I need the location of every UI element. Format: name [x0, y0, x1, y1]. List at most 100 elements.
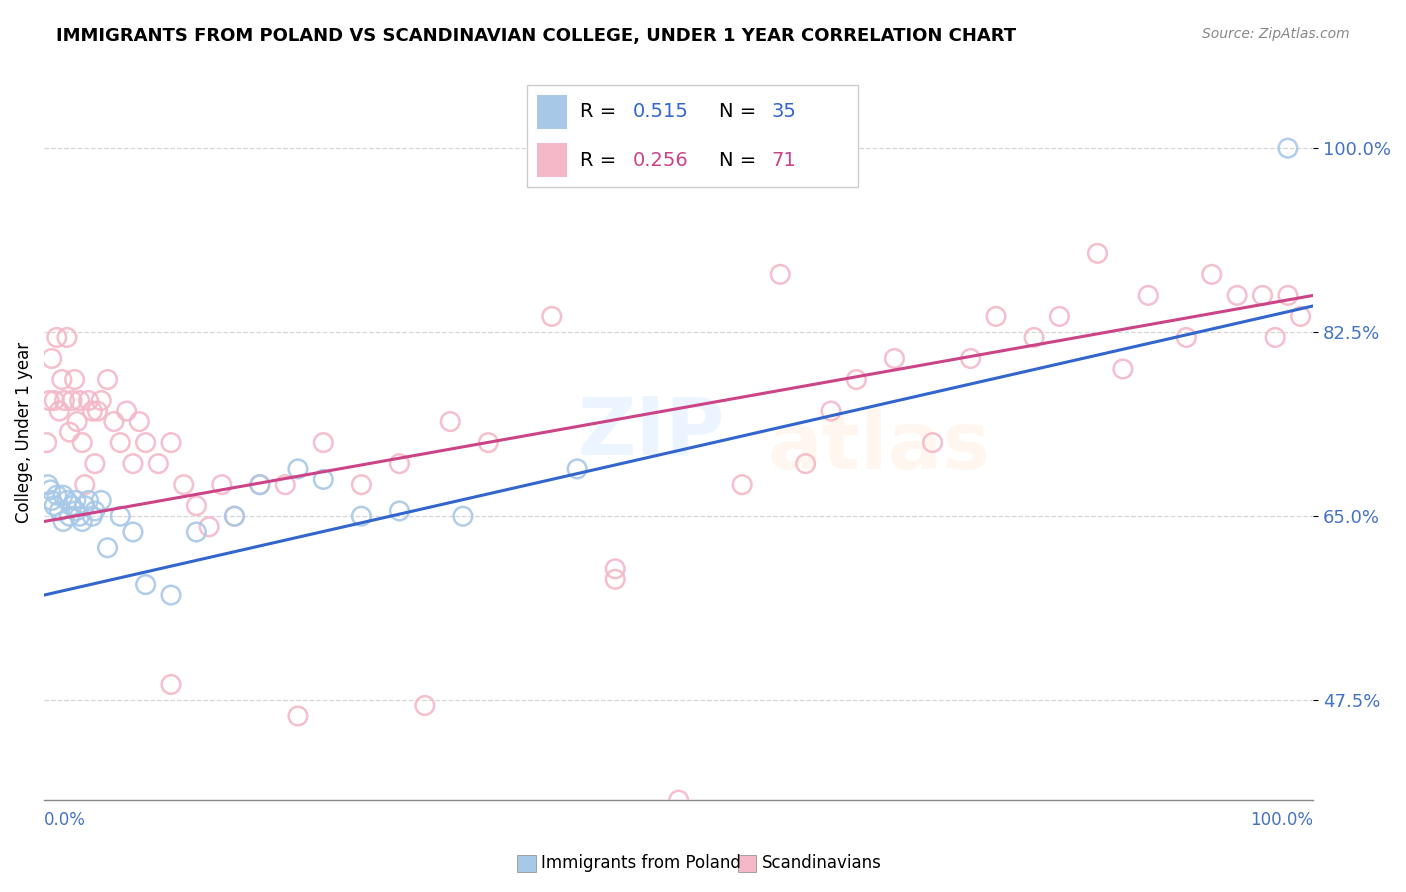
Point — [186, 524, 208, 539]
Point — [565, 462, 588, 476]
Point — [148, 457, 170, 471]
Point — [44, 499, 66, 513]
Point — [58, 509, 80, 524]
Point — [128, 415, 150, 429]
Point — [845, 372, 868, 386]
Point — [959, 351, 981, 366]
Point — [1175, 330, 1198, 344]
Point — [37, 477, 59, 491]
Text: N =: N = — [718, 151, 762, 170]
Point — [66, 415, 89, 429]
Text: R =: R = — [581, 151, 623, 170]
Point — [44, 393, 66, 408]
Text: Source: ZipAtlas.com: Source: ZipAtlas.com — [1202, 27, 1350, 41]
Point — [135, 435, 157, 450]
FancyBboxPatch shape — [537, 144, 567, 177]
Point — [350, 509, 373, 524]
Point — [1302, 877, 1324, 891]
Point — [69, 393, 91, 408]
Point — [921, 435, 943, 450]
Text: 0.256: 0.256 — [633, 151, 689, 170]
Point — [668, 793, 690, 807]
Point — [274, 477, 297, 491]
Point — [173, 477, 195, 491]
Point — [160, 677, 183, 691]
Point — [103, 415, 125, 429]
Point — [38, 393, 60, 408]
Point — [52, 515, 75, 529]
Point — [1277, 288, 1299, 302]
Point — [388, 504, 411, 518]
Point — [287, 462, 309, 476]
Point — [211, 477, 233, 491]
Point — [451, 509, 474, 524]
Text: atlas: atlas — [768, 408, 991, 486]
Point — [186, 499, 208, 513]
Text: R =: R = — [581, 102, 623, 121]
Point — [35, 435, 58, 450]
Point — [48, 404, 70, 418]
Point — [70, 435, 93, 450]
Point — [388, 457, 411, 471]
Point — [1226, 288, 1249, 302]
Text: ZIP: ZIP — [576, 393, 724, 471]
Point — [45, 488, 67, 502]
Point — [77, 493, 100, 508]
Point — [110, 435, 132, 450]
Point — [883, 351, 905, 366]
Point — [224, 509, 246, 524]
Point — [90, 393, 112, 408]
Point — [1277, 141, 1299, 155]
Point — [605, 572, 627, 586]
Point — [70, 515, 93, 529]
Point — [65, 504, 87, 518]
Point — [160, 588, 183, 602]
Text: Immigrants from Poland: Immigrants from Poland — [541, 855, 741, 872]
Point — [477, 435, 499, 450]
Point — [160, 435, 183, 450]
Point — [52, 488, 75, 502]
Point — [350, 477, 373, 491]
Point — [73, 499, 96, 513]
Point — [198, 520, 221, 534]
Point — [605, 562, 627, 576]
Point — [41, 493, 63, 508]
Point — [115, 404, 138, 418]
Point — [110, 509, 132, 524]
Point — [820, 404, 842, 418]
Text: Scandinavians: Scandinavians — [762, 855, 882, 872]
Text: 35: 35 — [772, 102, 797, 121]
FancyBboxPatch shape — [537, 95, 567, 128]
Point — [769, 268, 792, 282]
Text: 0.0%: 0.0% — [44, 811, 86, 829]
Point — [69, 509, 91, 524]
Text: 100.0%: 100.0% — [1250, 811, 1313, 829]
Point — [135, 577, 157, 591]
Text: 0.515: 0.515 — [633, 102, 689, 121]
Point — [45, 330, 67, 344]
Point — [58, 425, 80, 439]
Text: N =: N = — [718, 102, 762, 121]
Point — [249, 477, 271, 491]
Point — [1049, 310, 1071, 324]
Point — [73, 477, 96, 491]
Point — [224, 509, 246, 524]
Point — [122, 457, 145, 471]
Point — [41, 351, 63, 366]
Point — [1201, 268, 1223, 282]
Point — [984, 310, 1007, 324]
Point — [540, 310, 562, 324]
Point — [312, 435, 335, 450]
Point — [56, 493, 79, 508]
Point — [77, 393, 100, 408]
Point — [51, 372, 73, 386]
FancyBboxPatch shape — [527, 85, 858, 187]
Point — [83, 457, 105, 471]
Point — [90, 493, 112, 508]
Point — [53, 393, 76, 408]
Point — [1112, 362, 1135, 376]
Point — [1264, 330, 1286, 344]
Point — [82, 509, 104, 524]
Point — [1251, 288, 1274, 302]
Point — [97, 372, 120, 386]
